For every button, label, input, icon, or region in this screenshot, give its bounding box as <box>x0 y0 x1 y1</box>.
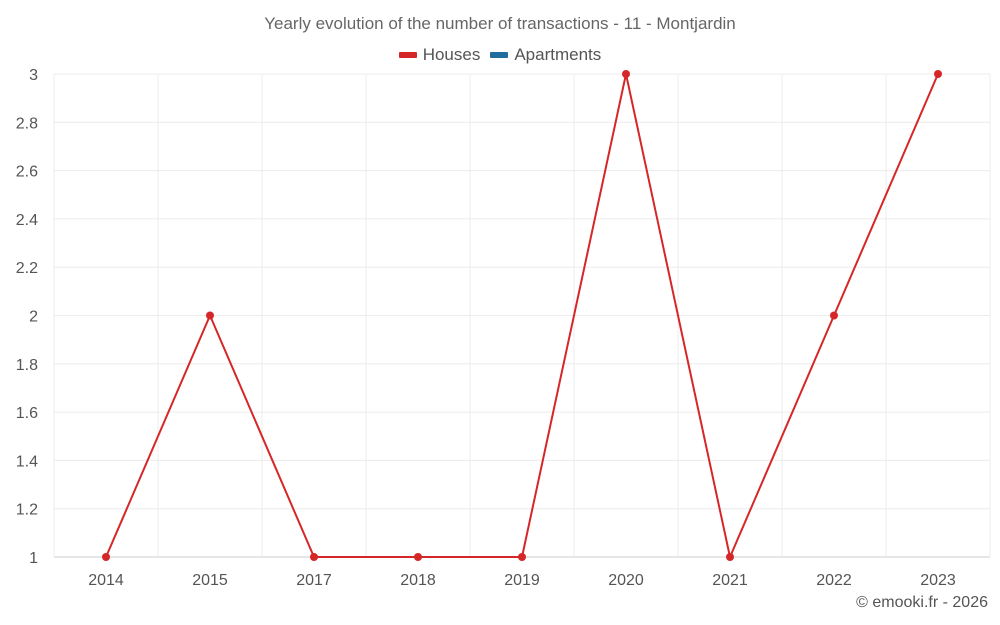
x-tick-label: 2020 <box>608 572 644 589</box>
x-tick-label: 2015 <box>192 572 228 589</box>
y-tick-label: 3 <box>29 67 38 84</box>
y-tick-label: 2 <box>29 309 38 326</box>
data-point <box>206 311 214 320</box>
chart-title: Yearly evolution of the number of transa… <box>264 14 736 33</box>
y-tick-label: 2.6 <box>16 164 38 181</box>
data-point <box>622 70 630 78</box>
x-tick-label: 2021 <box>712 572 748 589</box>
data-point <box>414 553 422 561</box>
legend-label-apartments: Apartments <box>514 45 602 64</box>
chart-legend: Houses Apartments <box>0 45 1000 65</box>
legend-item-houses[interactable]: Houses <box>398 45 481 65</box>
legend-swatch-apartments <box>490 52 509 58</box>
data-point <box>934 70 942 78</box>
y-tick-label: 2.8 <box>16 115 38 132</box>
y-tick-label: 1.8 <box>16 357 38 374</box>
data-point <box>310 553 318 561</box>
data-point <box>830 311 838 320</box>
x-tick-label: 2022 <box>816 572 852 589</box>
y-tick-label: 2.2 <box>16 260 38 277</box>
y-tick-label: 1.2 <box>16 502 38 519</box>
x-tick-label: 2019 <box>504 572 540 589</box>
credit-text: © emooki.fr - 2026 <box>856 594 988 611</box>
data-point <box>726 553 734 561</box>
data-point <box>102 553 110 561</box>
y-tick-label: 1.4 <box>16 453 38 470</box>
data-point <box>518 553 526 561</box>
legend-swatch-houses <box>398 52 417 58</box>
legend-label-houses: Houses <box>422 45 481 64</box>
legend-item-apartments[interactable]: Apartments <box>490 45 601 65</box>
x-tick-label: 2023 <box>920 572 956 589</box>
x-tick-label: 2017 <box>296 572 332 589</box>
x-tick-label: 2018 <box>400 572 436 589</box>
y-tick-label: 1.6 <box>16 405 38 422</box>
x-tick-label: 2014 <box>88 572 124 589</box>
y-tick-label: 1 <box>29 550 38 567</box>
y-tick-label: 2.4 <box>16 212 38 229</box>
